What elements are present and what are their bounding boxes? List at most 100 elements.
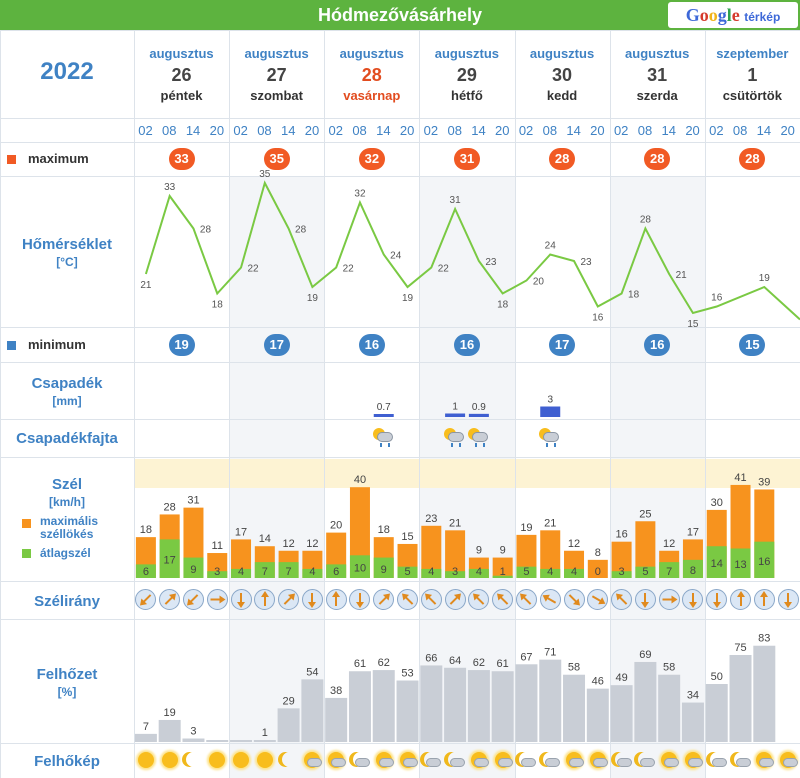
wind-avg-bar — [278, 562, 299, 578]
hour-label: 20 — [495, 123, 510, 138]
suncloud-icon — [659, 750, 680, 770]
wind-gust-bar — [611, 541, 632, 578]
minimum-label: minimum — [28, 337, 86, 352]
wind-avg-value: 0 — [595, 566, 601, 578]
wind-gust-bar — [540, 530, 561, 578]
wind-direction-icon — [611, 589, 633, 610]
cloud-value: 61 — [497, 658, 509, 670]
wind-gust-value: 14 — [259, 533, 271, 545]
day-weekday: vasárnap — [343, 88, 401, 103]
wind-gust-value: 28 — [164, 501, 176, 513]
wind-gust-value: 25 — [639, 508, 651, 520]
cloud-value: 19 — [164, 707, 176, 719]
wind-gust-bar — [445, 530, 466, 578]
hour-label: 20 — [304, 123, 320, 138]
day-month: augusztus — [244, 46, 309, 61]
cloud-value: 1 — [262, 727, 268, 739]
left-border — [0, 30, 1, 778]
wind-avg-value: 16 — [758, 556, 770, 568]
wind-gust-bar — [587, 559, 608, 578]
wind-arrow-icon — [402, 594, 413, 605]
cloud-value: 66 — [425, 652, 437, 664]
wind-direction-icon — [230, 589, 252, 610]
google-map-link[interactable]: Google térkép — [668, 2, 798, 28]
row-divider — [0, 457, 800, 458]
cloud-value: 29 — [282, 695, 294, 707]
temp-point-label: 22 — [438, 264, 450, 275]
hour-label: 02 — [138, 123, 153, 138]
temp-point-label: 16 — [592, 313, 604, 324]
day-number: 29 — [456, 65, 477, 85]
wind-avg-value: 4 — [309, 566, 315, 578]
cloud-value: 38 — [330, 685, 342, 697]
min-temp-badge: 17 — [263, 334, 290, 356]
maximum-label: maximum — [28, 151, 89, 166]
wind-arrow-icon — [449, 594, 461, 605]
suncloud-icon — [778, 750, 799, 770]
temp-point-label: 28 — [200, 225, 212, 236]
title-bar — [0, 0, 800, 30]
maximum-legend-square — [7, 155, 16, 164]
hour-label: 14 — [471, 123, 486, 138]
hour-label: 20 — [590, 123, 605, 138]
wind-avg-value: 17 — [164, 555, 176, 567]
temp-point-label: 22 — [247, 264, 259, 275]
wind-direction-icon — [730, 589, 752, 610]
hour-label: 02 — [328, 123, 343, 138]
temp-point-label: 21 — [140, 280, 152, 291]
wind-gust-value: 17 — [235, 526, 247, 538]
wind-avg-bar — [349, 555, 370, 578]
day-header: augusztus 29 hétfő — [419, 46, 514, 103]
wind-avg-value: 3 — [619, 566, 625, 578]
cloud-value: 69 — [639, 649, 651, 661]
row-divider — [0, 327, 800, 328]
hour-label: 08 — [447, 123, 462, 138]
moon-icon — [183, 750, 203, 770]
wind-gust-value: 12 — [568, 538, 580, 550]
precip-bar — [540, 406, 561, 417]
cloud-bar — [182, 738, 205, 742]
hour-label: 14 — [185, 123, 201, 138]
wind-avg-bar — [682, 559, 703, 578]
wind-gust-value: 31 — [187, 495, 199, 507]
day-header: augusztus 28 vasárnap — [324, 46, 419, 103]
min-temp-badge: 15 — [739, 334, 766, 356]
wind-arrow-icon — [260, 591, 269, 606]
cloud-value: 83 — [758, 633, 770, 645]
wind-label: Szél [km/h] — [49, 476, 85, 509]
wind-avg-bar — [635, 566, 656, 578]
wind-gust-bar — [492, 557, 513, 578]
hour-label: 08 — [257, 123, 272, 138]
page-title: Hódmezővásárhely — [317, 5, 483, 25]
sun-icon — [255, 750, 275, 770]
wind-avg-value: 7 — [666, 566, 672, 578]
precip-bar — [468, 413, 489, 417]
wind-avg-value: 5 — [642, 566, 648, 578]
wind-gust-value: 19 — [520, 522, 532, 534]
wind-arrow-icon — [644, 593, 647, 606]
row-divider — [0, 142, 800, 143]
rain-shower-icon — [444, 428, 466, 448]
day-number: 31 — [647, 65, 668, 85]
max-temp-badge: 33 — [168, 148, 195, 170]
wind-gust-value: 30 — [711, 497, 723, 509]
day-weekday: szerda — [636, 88, 678, 103]
precip-type-label: Csapadékfajta — [16, 430, 118, 447]
temp-point-label: 21 — [676, 270, 688, 281]
temp-point-label: 24 — [390, 251, 402, 262]
cloud-value: 75 — [734, 642, 746, 654]
wind-gust-value: 12 — [306, 538, 318, 550]
wind-direction-icon — [135, 589, 157, 610]
wind-direction-icon — [515, 589, 537, 610]
cloud-bar — [705, 684, 728, 742]
day-divider — [514, 30, 516, 778]
wind-arrow-icon — [283, 594, 294, 605]
day-number: 27 — [266, 65, 287, 85]
cloud-value: 58 — [568, 662, 580, 674]
min-temp-badge: 16 — [644, 334, 671, 356]
cloud-bar — [372, 670, 395, 742]
hour-label: 08 — [637, 123, 653, 138]
wind-avg-value: 4 — [547, 566, 553, 578]
wind-direction-icon — [254, 589, 276, 610]
wind-avg-bar — [564, 568, 585, 578]
